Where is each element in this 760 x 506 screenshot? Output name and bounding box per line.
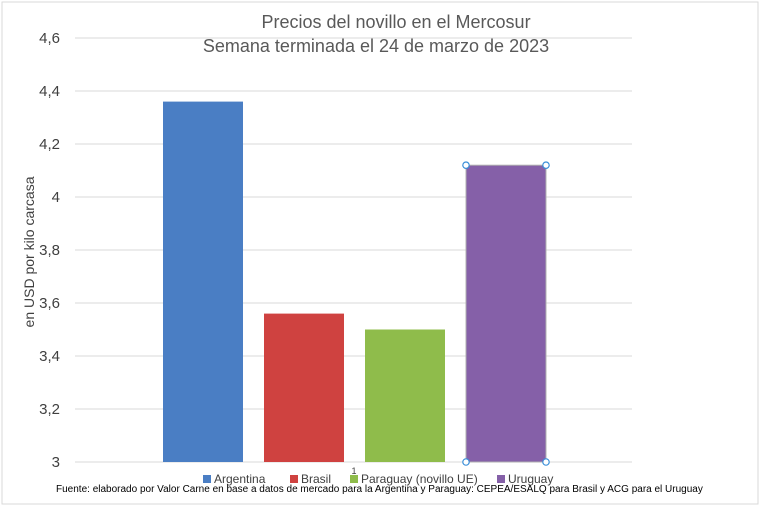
- bar-paraguay[interactable]: [365, 329, 445, 463]
- y-axis-ticks: 3 3,2 3,4 3,6 3,8 4 4,2 4,4 4,6: [39, 30, 60, 471]
- y-tick-label: 3: [52, 454, 60, 471]
- page-marker: 1: [351, 466, 356, 476]
- chart-title-line-2: Semana terminada el 24 de marzo de 2023: [203, 36, 549, 56]
- y-tick-label: 4: [52, 189, 60, 206]
- source-note: Fuente: elaborado por Valor Carne en bas…: [56, 484, 703, 495]
- bar-argentina[interactable]: [163, 101, 243, 462]
- y-axis-title: en USD por kilo carcasa: [21, 176, 37, 327]
- selection-handles: [462, 161, 550, 466]
- y-tick-label: 3,6: [39, 295, 60, 312]
- selection-handle[interactable]: [462, 458, 470, 466]
- y-tick-label: 3,2: [39, 401, 60, 418]
- legend: Argentina Brasil Paraguay (novillo UE) Urug…: [203, 472, 553, 486]
- legend-item: Paraguay (novillo UE): [350, 472, 478, 486]
- bar-uruguay[interactable]: [466, 165, 546, 462]
- legend-label: Argentina: [214, 472, 266, 486]
- legend-swatch: [203, 475, 211, 483]
- y-tick-label: 4,2: [39, 136, 60, 153]
- bar-brasil[interactable]: [264, 313, 344, 462]
- y-tick-label: 3,8: [39, 242, 60, 259]
- selection-handle[interactable]: [462, 161, 470, 170]
- bars: [163, 101, 546, 463]
- legend-item: Argentina: [203, 472, 266, 486]
- legend-label: Brasil: [301, 472, 331, 486]
- legend-swatch: [497, 475, 505, 483]
- y-tick-label: 3,4: [39, 348, 60, 365]
- legend-label: Uruguay: [508, 472, 553, 486]
- y-tick-label: 4,4: [39, 83, 60, 100]
- selection-handle[interactable]: [542, 458, 550, 466]
- selection-outline: [465, 164, 547, 463]
- selection-handle[interactable]: [542, 161, 550, 170]
- y-tick-label: 4,6: [39, 30, 60, 47]
- legend-label: Paraguay (novillo UE): [361, 472, 478, 486]
- chart-title-line-1: Precios del novillo en el Mercosur: [261, 12, 530, 32]
- legend-swatch: [290, 475, 298, 483]
- legend-item: Uruguay: [497, 472, 553, 486]
- legend-item: Brasil: [290, 472, 331, 486]
- legend-swatch: [350, 475, 358, 483]
